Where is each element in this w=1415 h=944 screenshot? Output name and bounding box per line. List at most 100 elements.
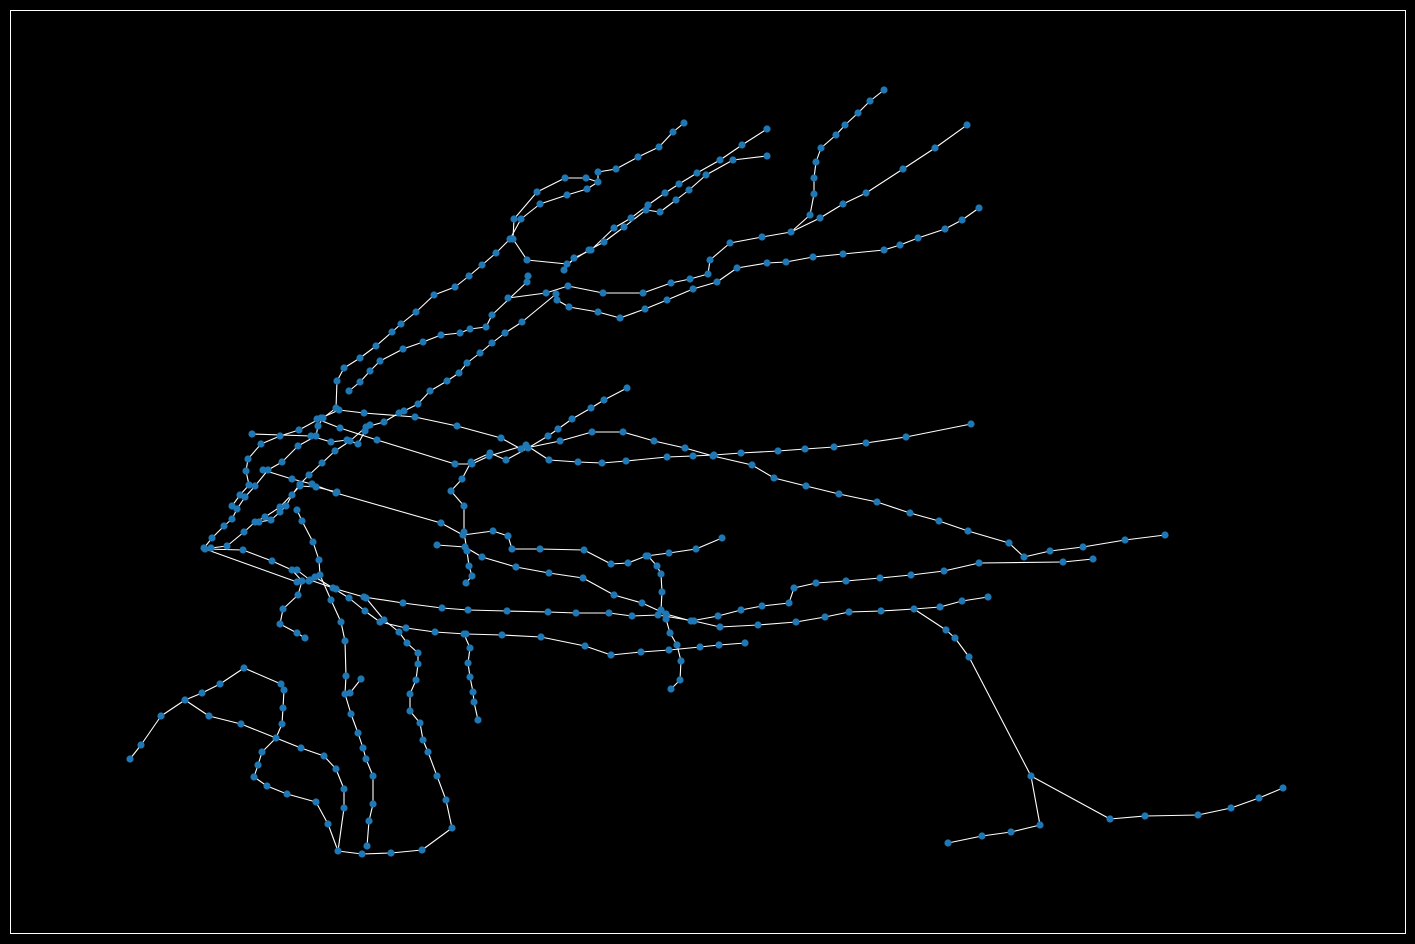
- graph-node: [605, 609, 613, 617]
- graph-node: [363, 842, 371, 850]
- graph-edge: [507, 292, 547, 299]
- graph-node: [293, 629, 301, 637]
- graph-node: [416, 719, 424, 727]
- graph-node: [318, 459, 326, 467]
- graph-node: [251, 518, 259, 526]
- graph-node: [458, 475, 466, 483]
- graph-node: [251, 482, 259, 490]
- graph-node: [536, 545, 544, 553]
- graph-node: [501, 329, 509, 337]
- graph-edge: [902, 147, 936, 170]
- graph-edge: [540, 636, 586, 647]
- graph-node: [362, 594, 370, 602]
- graph-node: [376, 357, 384, 365]
- graph-node: [240, 528, 248, 536]
- graph-node: [653, 562, 661, 570]
- graph-node: [488, 311, 496, 319]
- graph-edge: [335, 492, 442, 524]
- graph-edge: [526, 259, 568, 265]
- graph-node: [563, 260, 571, 268]
- graph-node: [801, 445, 809, 453]
- graph-edge: [613, 594, 643, 604]
- graph-edge: [668, 646, 701, 651]
- graph-node: [426, 387, 434, 395]
- graph-edge: [204, 548, 298, 583]
- graph-edge: [978, 561, 1064, 564]
- graph-node: [568, 415, 576, 423]
- graph-edge: [583, 549, 612, 565]
- graph-node: [706, 256, 714, 264]
- graph-edge: [456, 425, 502, 439]
- graph-edge: [184, 699, 210, 717]
- graph-edge: [240, 723, 277, 739]
- graph-edge: [729, 236, 763, 244]
- graph-node: [476, 349, 484, 357]
- graph-edge: [512, 238, 528, 261]
- node-layer: [126, 86, 1287, 858]
- graph-node: [561, 174, 569, 182]
- graph-node: [327, 596, 335, 604]
- graph-edge: [1230, 797, 1260, 809]
- graph-node: [419, 736, 427, 744]
- graph-node: [276, 508, 284, 516]
- graph-edge: [548, 572, 584, 579]
- graph-node: [582, 174, 590, 182]
- graph-node: [936, 603, 944, 611]
- graph-node: [324, 820, 332, 828]
- graph-node: [137, 741, 145, 749]
- graph-node: [181, 696, 189, 704]
- graph-node: [1161, 531, 1169, 539]
- graph-edge: [433, 286, 456, 296]
- graph-node: [1279, 784, 1287, 792]
- graph-node: [412, 676, 420, 684]
- graph-node: [366, 367, 374, 375]
- graph-edge: [243, 667, 282, 685]
- graph-edge: [361, 852, 392, 855]
- graph-node: [518, 318, 526, 326]
- graph-edge: [445, 799, 453, 829]
- graph-node: [622, 457, 630, 465]
- graph-node: [616, 314, 624, 322]
- graph-node: [832, 131, 840, 139]
- graph-node: [667, 279, 675, 287]
- graph-node: [502, 456, 510, 464]
- graph-edge: [365, 597, 385, 621]
- graph-node: [456, 329, 464, 337]
- graph-edge: [790, 217, 821, 233]
- graph-node: [975, 204, 983, 212]
- graph-edge: [584, 645, 612, 656]
- graph-node: [810, 174, 818, 182]
- graph-node: [414, 400, 422, 408]
- graph-node: [317, 414, 325, 422]
- graph-node: [830, 443, 838, 451]
- graph-node: [403, 639, 411, 647]
- graph-node: [492, 249, 500, 257]
- graph-edge: [716, 267, 738, 283]
- graph-node: [334, 847, 342, 855]
- graph-node: [839, 200, 847, 208]
- graph-node: [498, 631, 506, 639]
- graph-node: [689, 285, 697, 293]
- graph-edge: [465, 633, 503, 636]
- graph-edge: [718, 642, 746, 646]
- graph-edge: [712, 455, 753, 466]
- graph-node: [785, 599, 793, 607]
- graph-edge: [693, 620, 721, 628]
- graph-node: [733, 264, 741, 272]
- graph-node: [910, 605, 918, 613]
- graph-node: [279, 704, 287, 712]
- graph-node: [978, 832, 986, 840]
- graph-edge: [414, 416, 458, 427]
- graph-edge: [954, 637, 970, 658]
- graph-edge: [751, 464, 775, 479]
- graph-edge: [566, 249, 590, 265]
- graph-node: [320, 752, 328, 760]
- graph-node: [642, 206, 650, 214]
- graph-node: [295, 426, 303, 434]
- graph-node: [667, 685, 675, 693]
- graph-edge: [815, 580, 847, 584]
- graph-node: [941, 225, 949, 233]
- graph-edge: [1258, 787, 1284, 799]
- graph-node: [437, 519, 445, 527]
